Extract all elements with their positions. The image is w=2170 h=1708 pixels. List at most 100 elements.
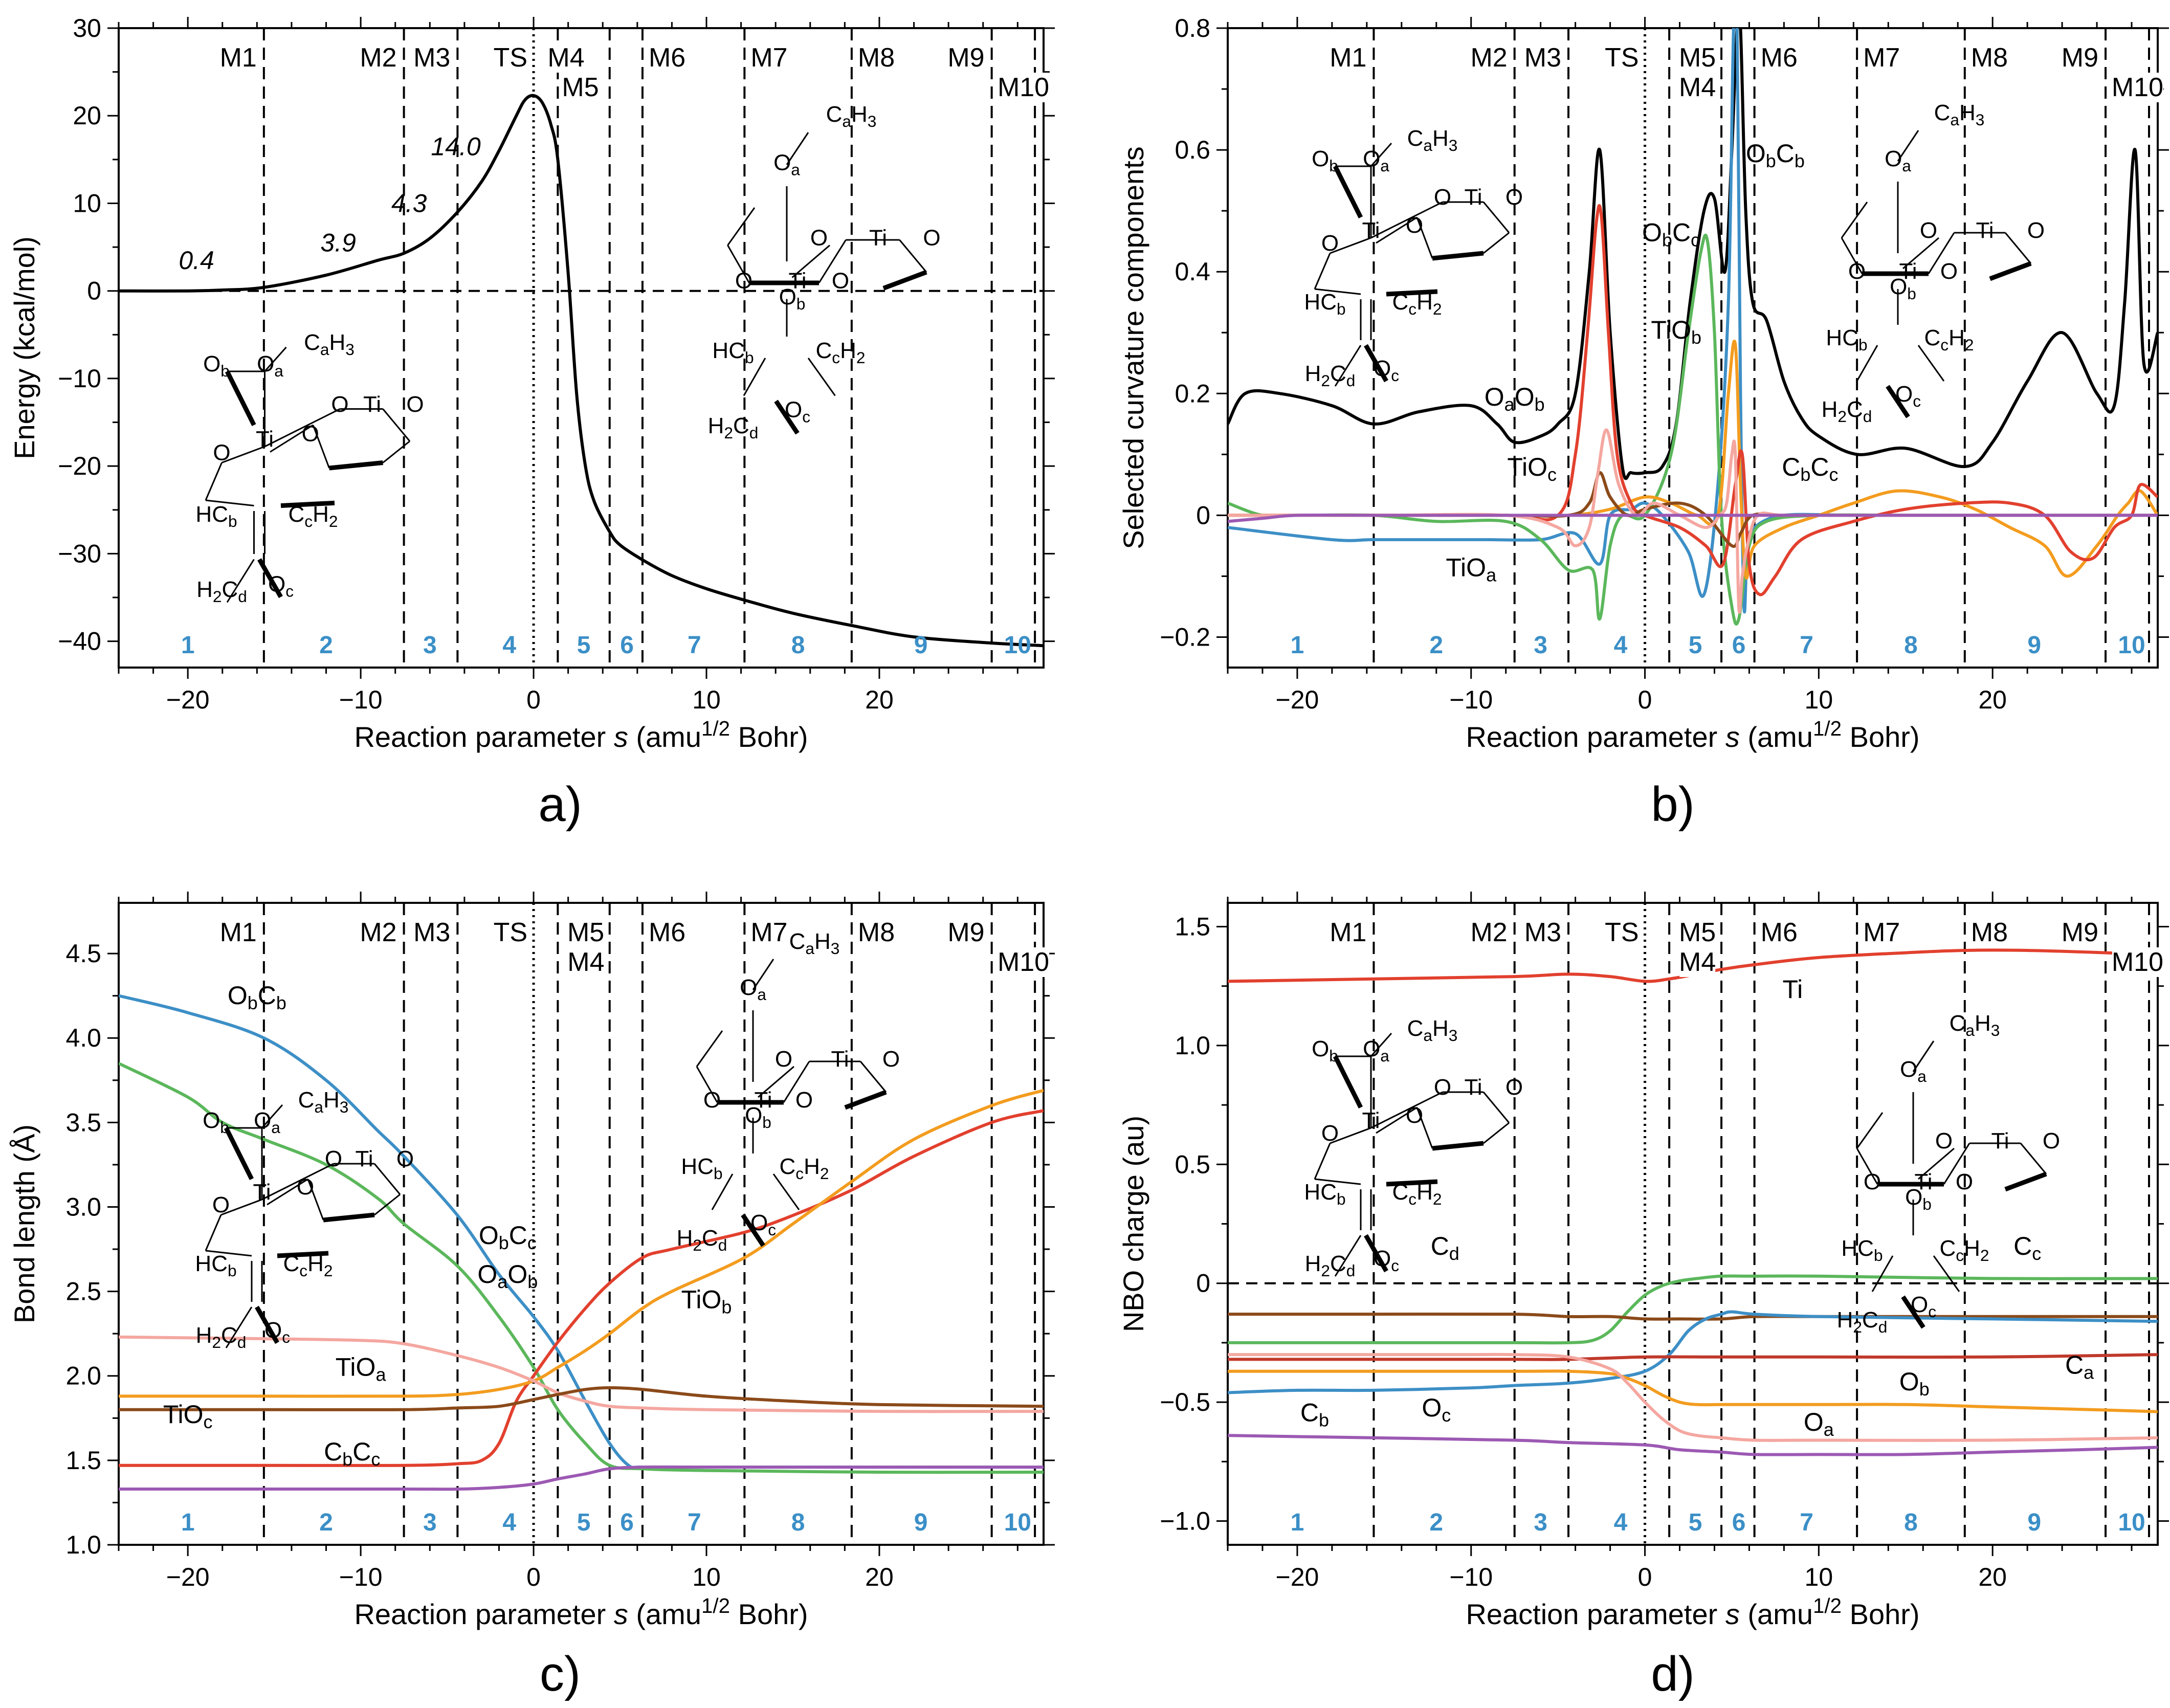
molecule-bond [1330,237,1371,254]
molecule-atom-label: Ob​ [779,284,806,313]
molecule-bond [758,1066,794,1098]
energy-value-label: 3.9 [320,229,356,257]
curve-label-ObCb: Ob​Cb​ [228,981,286,1013]
point-label: M3 [1524,43,1561,73]
molecule-bond [312,425,330,469]
x-axis-title: Reaction parameter s (amu1/2​ Bohr) [1466,717,1919,753]
molecule-bond [264,346,287,372]
molecule-atom-label: Oc​ [785,397,810,426]
point-label-bg [1471,918,1508,947]
region-number: 9 [914,632,928,659]
y-tick-label: 20 [73,101,101,130]
molecule-bond [1416,1107,1433,1149]
molecule-atom-label: Oa​ [1363,1036,1389,1065]
molecule-atom-label: Ti [788,269,806,294]
x-tick-label: 10 [692,685,721,714]
molecule-atom-label: Ti [355,1146,373,1171]
point-label-bg [547,43,584,73]
region-number: 8 [791,1509,805,1536]
curve-label-Oc: Oc​ [1422,1393,1451,1426]
region-number: 10 [1004,1509,1031,1536]
y-tick-label: 1.5 [1175,912,1210,941]
molecule-atom-label: O [1920,218,1937,243]
molecule-atom-label: H2​Cd​ [196,577,247,606]
molecule-atom-label: Ca​H3​ [298,1088,349,1116]
molecule-atom-label: Oa​ [1885,146,1911,175]
x-axis-title: Reaction parameter s (amu1/2​ Bohr) [1466,1594,1919,1630]
region-number: 3 [423,632,437,659]
molecule-atom-label: Cc​H2​ [1924,325,1974,354]
x-tick-label: −20 [166,1563,210,1591]
molecule-atom-label: Ti [754,1088,772,1113]
point-label-bg [568,918,604,947]
point-label: M9 [2062,43,2098,73]
point-label: M10 [998,73,1049,102]
y-tick-label: 2.0 [65,1362,101,1390]
point-label-bg [998,73,1050,102]
y-tick-label: −40 [58,627,101,656]
energy-value-label: 14.0 [431,132,481,161]
point-label-bg [2063,918,2099,947]
region-number: 5 [577,1509,591,1536]
x-tick-label: −20 [166,685,210,714]
region-number: 6 [620,1509,634,1536]
y-tick-label: 2.5 [65,1277,101,1306]
molecule-atom-label: Ti [256,427,274,452]
molecule-bond [1370,143,1392,167]
molecule-atom-label: Ti [1464,1075,1482,1100]
molecule-atom-label: O [1434,185,1451,210]
region-number: 6 [1732,632,1746,659]
molecule-atom-label: H2​Cd​ [1305,361,1356,390]
molecule-bond [1376,1106,1418,1134]
series-line-Oc [1228,1434,2158,1456]
molecule-bond [727,245,750,283]
panel-label: a) [538,777,582,832]
region-number: 4 [502,1509,516,1536]
series-line-Ob [1228,1369,2158,1413]
chart-panel-3: −20 −10 0 10 20 1.0 1.5 2.0 2.5 3.0 3.5 4.0 4.5 React… [8,892,1055,1701]
molecule-atom-label: Ti [869,226,887,251]
molecule-atom-label: Ti [1991,1128,2009,1154]
molecule-atom-label: O [810,226,828,251]
molecule-bond [1416,217,1433,259]
molecule-atom-label: Ob​ [745,1103,771,1132]
point-label: M6 [649,43,685,73]
region-number: 1 [1291,632,1304,659]
molecule-atom-label: Oc​ [264,1318,290,1346]
molecule-bond [741,1213,765,1247]
molecule-atom-label: Ca​H3​ [1407,1016,1458,1045]
molecule-bond [772,1173,800,1210]
point-label-bg [648,43,684,73]
molecule-bond [844,1090,887,1110]
x-axis-title: Reaction parameter s (amu1/2​ Bohr) [354,717,808,753]
molecule-bond [264,408,341,448]
molecule-atom-label: O [775,1047,792,1072]
molecule-atom-label: O [882,1047,900,1072]
region-number: 7 [688,1509,701,1536]
molecule-bond [727,207,756,246]
molecule-atom-label: Ca​H3​ [1950,1011,2000,1039]
molecule-atom-label: Ob​ [1312,146,1338,175]
series-line-Ca [1228,1353,2158,1361]
molecule-atom-label: Oc​ [268,572,294,601]
molecule-bond [1483,1122,1510,1144]
point-label-bg [220,918,257,947]
x-tick-label: 10 [692,1563,721,1591]
molecule-bond [1856,345,1878,382]
point-label: M7 [750,43,787,73]
region-number: 7 [688,632,701,659]
curve-label-Cb: Cb​ [1300,1398,1329,1430]
molecule-atom-label: Ti [363,392,381,417]
series-line-Cb [1228,1310,2158,1394]
region-number: 8 [1904,1509,1918,1536]
region-number: 3 [1534,632,1547,659]
curve-label-ObCb: Ob​Cb​ [1746,139,1805,171]
molecule-atom-label: Ca​H3​ [1934,100,1985,129]
point-label-bg [1331,918,1367,947]
y-tick-label: 0.4 [1175,257,1210,286]
molecule-bond [1912,1040,1935,1072]
region-number: 3 [423,1509,437,1536]
plot-frame [118,27,1045,669]
molecule-bond [1856,1148,1878,1185]
point-label: M10 [2112,947,2163,977]
